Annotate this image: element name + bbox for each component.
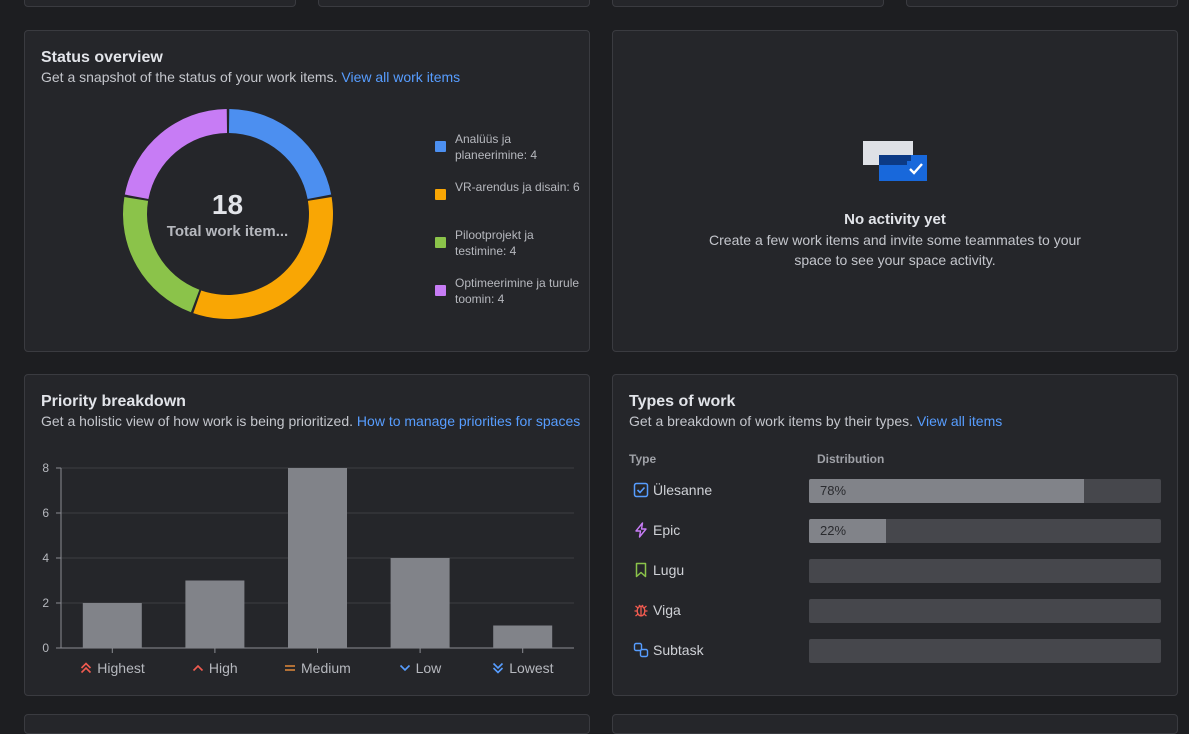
x-tick-label: Lowest (492, 660, 554, 676)
legend-label: Optimeerimine ja turule toomin: 4 (455, 276, 580, 306)
distribution-bar (809, 599, 1161, 623)
bar-medium[interactable] (288, 468, 347, 648)
x-tick-label: High (192, 660, 238, 676)
priority-label: High (208, 660, 238, 676)
status-overview-subtitle: Get a snapshot of the status of your wor… (41, 69, 338, 85)
status-overview-card: Status overview Get a snapshot of the st… (24, 30, 590, 352)
priority-highest-icon (81, 662, 92, 674)
y-tick-label: 8 (42, 461, 49, 475)
distribution-percent: 22% (820, 523, 847, 538)
empty-activity-illustration (863, 141, 927, 181)
distribution-bar: 22% (809, 519, 1161, 543)
priority-axis-labels: Highest High Medium Low Lowest (25, 660, 591, 680)
legend-swatch (435, 237, 446, 248)
task-icon (633, 482, 649, 498)
view-all-work-items-link[interactable]: View all work items (341, 69, 461, 85)
types-title: Types of work (629, 393, 736, 410)
distribution-fill (809, 519, 887, 543)
type-row[interactable]: Epic 22% (613, 519, 1177, 543)
no-activity-description: Create a few work items and invite some … (709, 232, 1081, 268)
x-tick-label: Highest (80, 660, 145, 676)
bar-high[interactable] (185, 580, 245, 649)
type-name: Viga (653, 602, 681, 618)
type-name: Subtask (653, 642, 704, 658)
total-work-items-count: 18 (211, 189, 244, 220)
status-donut-chart (123, 109, 333, 319)
priority-lowest-icon (493, 662, 504, 674)
x-tick-label: Medium (284, 660, 351, 676)
status-overview-subtitle-row: Get a snapshot of the status of your wor… (41, 67, 460, 87)
view-all-items-link[interactable]: View all items (916, 413, 1003, 429)
priority-breakdown-card: Priority breakdown Get a holistic view o… (24, 374, 590, 696)
priority-label: Low (415, 660, 442, 676)
story-icon (635, 562, 647, 578)
type-column-header: Type (629, 452, 657, 466)
legend-item[interactable]: VR-arendus ja disain: 6 (435, 179, 585, 227)
priority-label: Highest (97, 660, 145, 676)
summary-card-4 (906, 0, 1178, 7)
y-tick-label: 2 (42, 596, 49, 610)
priority-high-icon (192, 664, 203, 672)
legend-swatch (435, 285, 446, 296)
priority-label: Lowest (509, 660, 554, 676)
distribution-percent: 78% (820, 483, 847, 498)
legend-label: Pilootprojekt ja testimine: 4 (455, 228, 534, 258)
summary-card-2 (318, 0, 590, 7)
activity-card: No activity yet Create a few work items … (612, 30, 1178, 352)
bottom-card-1 (24, 714, 590, 734)
x-tick-label: Low (399, 660, 442, 676)
type-row[interactable]: Subtask (613, 639, 1177, 663)
y-tick-label: 0 (42, 641, 49, 655)
y-tick-label: 6 (42, 506, 49, 520)
priority-title: Priority breakdown (41, 393, 186, 410)
subtask-icon (633, 642, 649, 658)
type-name: Ülesanne (653, 482, 713, 498)
donut-segment[interactable] (228, 109, 332, 199)
legend-label: VR-arendus ja disain: 6 (455, 180, 580, 194)
types-subtitle-row: Get a breakdown of work items by their t… (629, 411, 1002, 431)
distribution-fill (809, 479, 1084, 503)
summary-card-3 (612, 0, 884, 7)
bar-low[interactable] (390, 558, 450, 648)
type-row[interactable]: Lugu (613, 559, 1177, 583)
legend-label: Analüüs ja planeerimine: 4 (455, 132, 538, 162)
legend-item[interactable]: Optimeerimine ja turule toomin: 4 (435, 275, 585, 323)
epic-icon (635, 522, 647, 538)
distribution-bar: 78% (809, 479, 1161, 503)
types-of-work-card: Types of work Get a breakdown of work it… (612, 374, 1178, 696)
bar-lowest[interactable] (493, 625, 553, 649)
summary-card-1 (24, 0, 296, 7)
priority-bar-chart: 0 2 4 6 8 (42, 461, 574, 655)
type-row[interactable]: Viga (613, 599, 1177, 623)
distribution-bar (809, 639, 1161, 663)
priority-subtitle: Get a holistic view of how work is being… (41, 413, 354, 429)
status-overview-title: Status overview (41, 49, 163, 66)
legend-item[interactable]: Pilootprojekt ja testimine: 4 (435, 227, 585, 275)
priority-subtitle-row: Get a holistic view of how work is being… (41, 411, 581, 431)
donut-segment[interactable] (124, 109, 228, 199)
manage-priorities-link[interactable]: How to manage priorities for spaces (356, 413, 581, 429)
priority-low-icon (399, 664, 410, 672)
total-work-items-label: Total work item... (166, 223, 289, 240)
y-tick-label: 4 (42, 551, 49, 565)
priority-label: Medium (301, 660, 351, 676)
distribution-column-header: Distribution (817, 452, 885, 466)
bar-highest[interactable] (82, 603, 142, 648)
donut-segment[interactable] (193, 197, 333, 319)
legend-swatch (435, 141, 446, 152)
bug-icon (634, 604, 648, 617)
type-name: Epic (653, 522, 681, 538)
donut-segment[interactable] (123, 197, 200, 313)
type-name: Lugu (653, 562, 685, 578)
type-row[interactable]: Ülesanne 78% (613, 479, 1177, 503)
priority-medium-icon (285, 665, 295, 671)
legend-swatch (435, 189, 446, 200)
status-legend: Analüüs ja planeerimine: 4 VR-arendus ja… (435, 131, 585, 323)
distribution-bar (809, 559, 1161, 583)
bottom-card-2 (612, 714, 1178, 734)
legend-item[interactable]: Analüüs ja planeerimine: 4 (435, 131, 585, 179)
types-subtitle: Get a breakdown of work items by their t… (629, 413, 914, 429)
no-activity-title: No activity yet (844, 211, 946, 228)
